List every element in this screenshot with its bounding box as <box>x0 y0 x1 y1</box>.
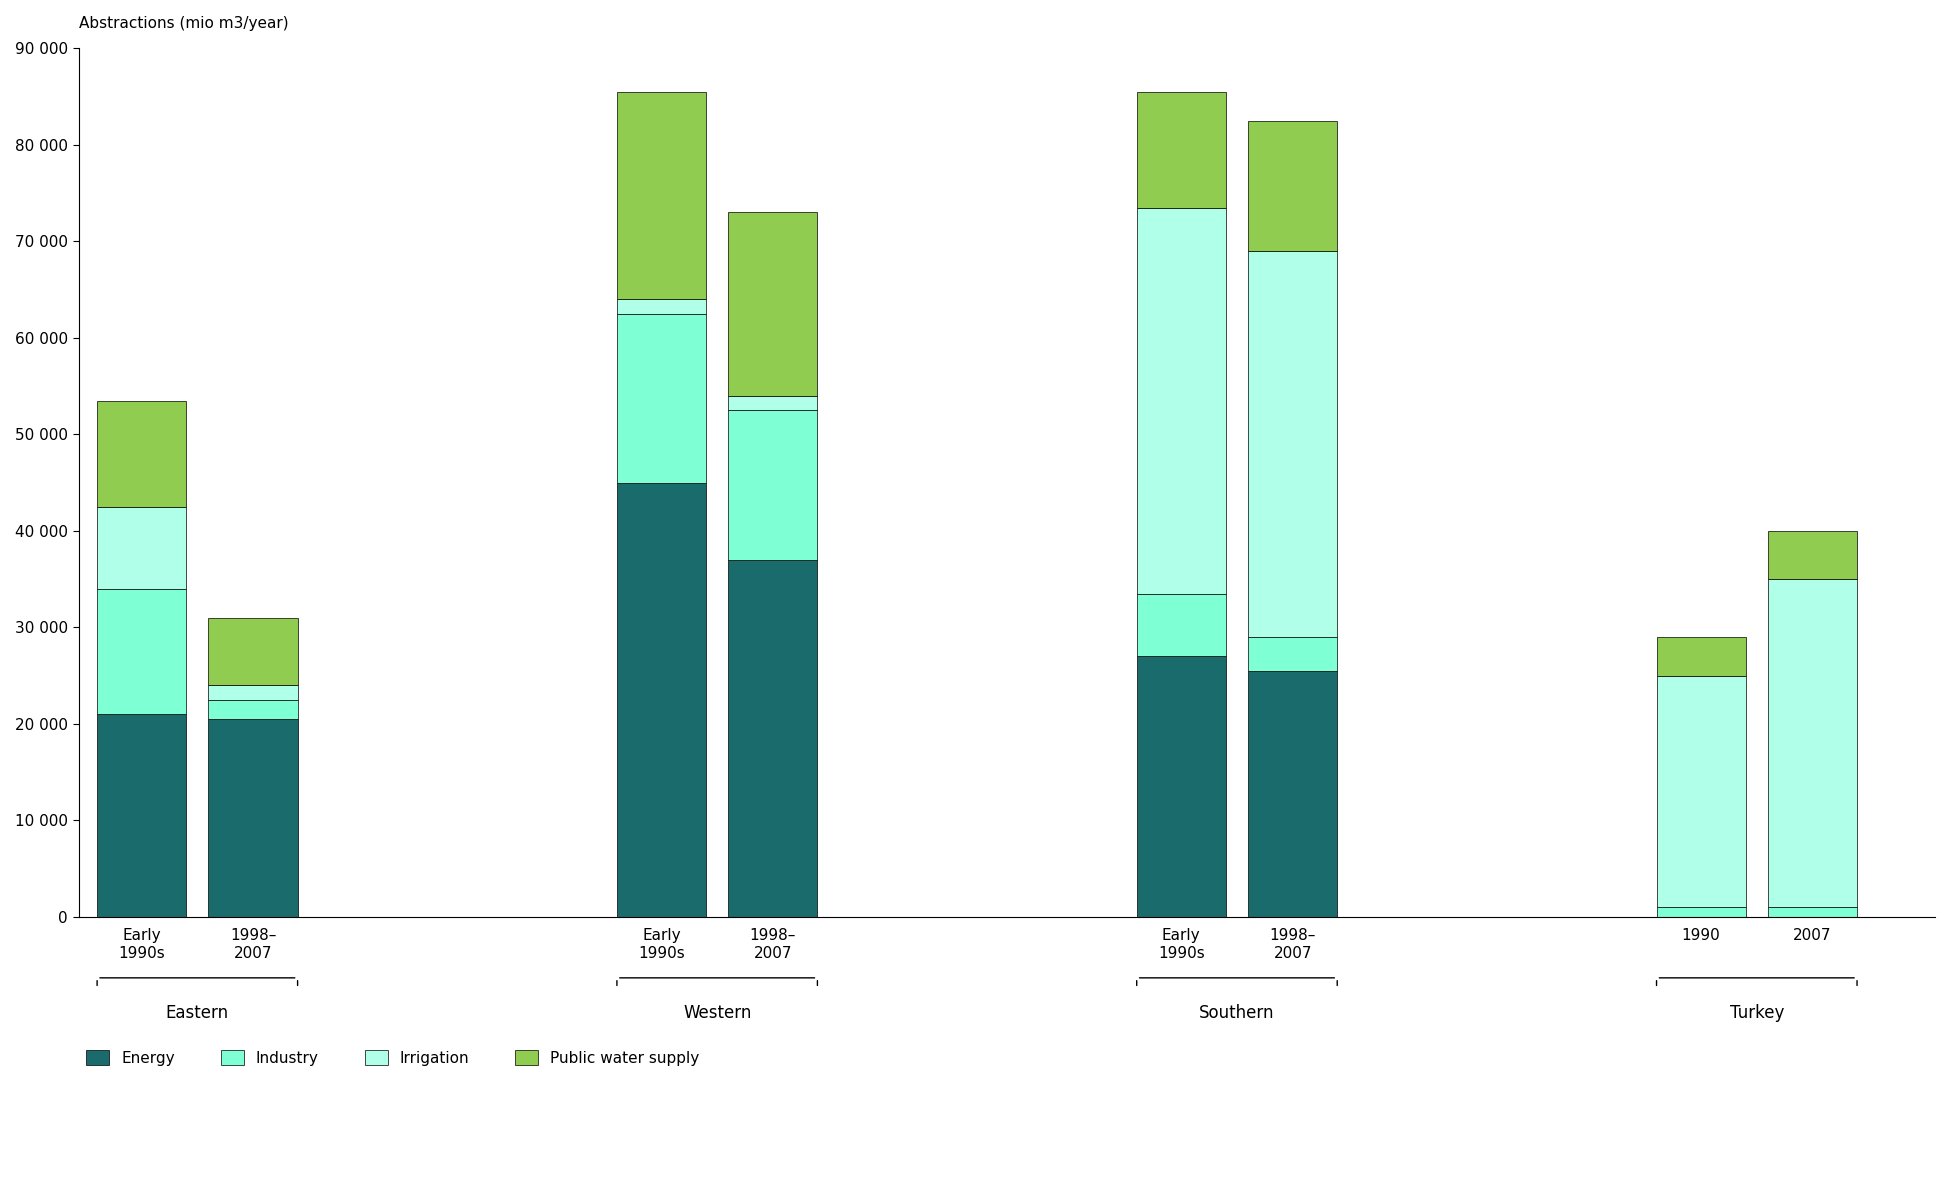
Bar <box>616 91 706 299</box>
Bar <box>98 589 185 715</box>
Bar <box>616 299 706 313</box>
Bar <box>1658 675 1745 907</box>
Text: Abstractions (mio m3/year): Abstractions (mio m3/year) <box>78 15 289 31</box>
Bar <box>1658 907 1745 917</box>
Bar <box>727 560 817 917</box>
Bar <box>209 719 298 917</box>
Bar <box>727 396 817 411</box>
Text: Western: Western <box>682 1004 751 1022</box>
Bar <box>1658 638 1745 675</box>
Bar <box>98 506 185 589</box>
Bar <box>1769 531 1856 580</box>
Bar <box>727 411 817 560</box>
Bar <box>1248 671 1338 917</box>
Bar <box>98 715 185 917</box>
Text: Southern: Southern <box>1199 1004 1275 1022</box>
Bar <box>1248 638 1338 671</box>
Bar <box>1137 594 1227 657</box>
Bar <box>1137 91 1227 207</box>
Bar <box>98 401 185 506</box>
Bar <box>209 700 298 719</box>
Bar <box>1769 580 1856 907</box>
Text: Turkey: Turkey <box>1730 1004 1784 1022</box>
Bar <box>1769 907 1856 917</box>
Bar <box>209 618 298 685</box>
Legend: Energy, Industry, Irrigation, Public water supply: Energy, Industry, Irrigation, Public wat… <box>86 1049 700 1066</box>
Bar <box>1248 121 1338 251</box>
Bar <box>1137 657 1227 917</box>
Bar <box>727 212 817 396</box>
Text: Eastern: Eastern <box>166 1004 228 1022</box>
Bar <box>209 685 298 700</box>
Bar <box>1248 251 1338 638</box>
Bar <box>616 483 706 917</box>
Bar <box>1137 207 1227 594</box>
Bar <box>616 313 706 483</box>
